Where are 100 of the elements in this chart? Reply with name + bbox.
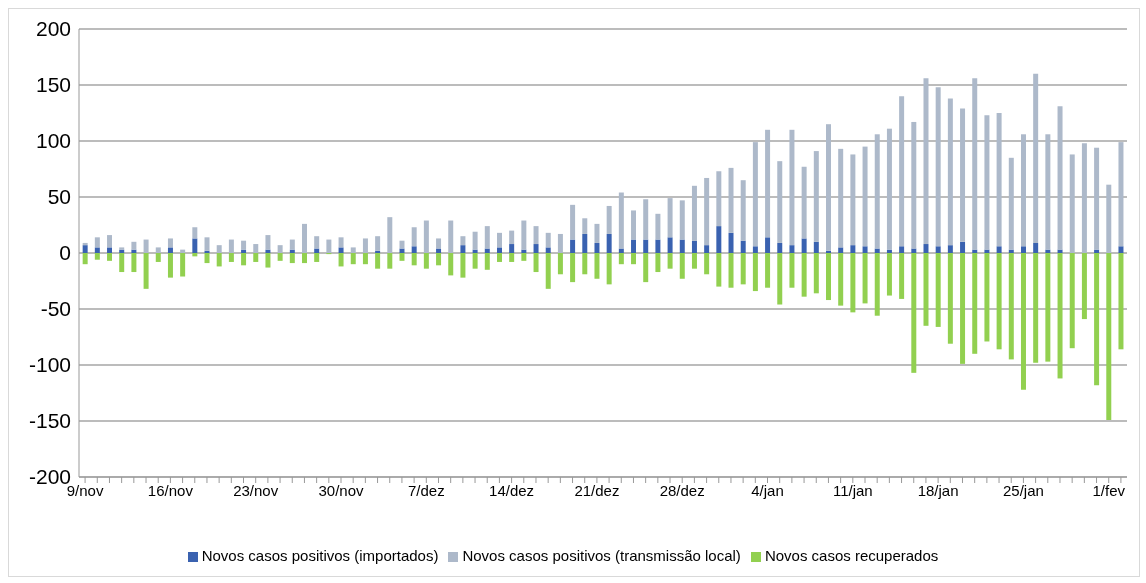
- bar: [899, 253, 905, 299]
- bar: [996, 113, 1002, 247]
- bar: [972, 253, 978, 354]
- bar: [496, 232, 502, 248]
- bar: [947, 253, 953, 344]
- bar: [496, 247, 502, 253]
- bar: [679, 200, 685, 240]
- bar: [838, 247, 844, 253]
- bar: [460, 236, 466, 246]
- bar: [204, 237, 210, 251]
- bar: [204, 250, 210, 253]
- bar: [972, 78, 978, 250]
- bar: [216, 253, 222, 267]
- y-tick-label: -50: [40, 297, 71, 321]
- bar: [387, 253, 393, 269]
- bar: [960, 108, 966, 242]
- bar: [911, 248, 917, 253]
- bar: [850, 253, 856, 313]
- x-tick-label: 30/nov: [318, 481, 365, 499]
- bar: [167, 247, 173, 253]
- bar: [204, 253, 210, 264]
- bar: [631, 253, 637, 265]
- bar: [545, 253, 551, 289]
- bar: [399, 253, 405, 261]
- bar: [826, 124, 831, 251]
- bar: [643, 199, 649, 240]
- bar: [484, 253, 490, 270]
- bar: [1094, 253, 1100, 386]
- bar: [411, 246, 417, 253]
- bar: [411, 227, 417, 247]
- bar: [423, 220, 429, 253]
- bar: [728, 232, 734, 253]
- bar: [94, 237, 100, 248]
- bar: [862, 246, 868, 253]
- bar: [618, 253, 624, 265]
- bar: [618, 192, 624, 249]
- bar: [484, 226, 490, 249]
- bar: [350, 247, 356, 253]
- bar: [557, 233, 563, 253]
- bar: [131, 241, 137, 250]
- bar: [350, 253, 356, 265]
- bar: [606, 233, 612, 253]
- bar: [777, 253, 783, 305]
- bar: [253, 244, 259, 253]
- bar: [509, 253, 515, 262]
- bar: [277, 245, 283, 253]
- x-tick-label: 23/nov: [233, 481, 279, 499]
- bar: [302, 253, 307, 264]
- bar: [1081, 253, 1087, 320]
- bar: [460, 245, 466, 253]
- bar: [667, 237, 673, 253]
- bar: [180, 253, 186, 277]
- bar: [375, 253, 381, 269]
- bar: [850, 245, 856, 253]
- bar: [984, 253, 990, 342]
- bar: [947, 245, 953, 253]
- bar: [935, 246, 941, 253]
- bar: [155, 247, 161, 253]
- bar: [399, 240, 405, 249]
- bar: [679, 253, 685, 279]
- bar: [143, 239, 149, 253]
- bar: [777, 161, 783, 243]
- y-tick-label: -100: [28, 353, 71, 377]
- bar: [509, 230, 515, 245]
- bar: [1094, 147, 1100, 250]
- x-tick-label: 4/jan: [751, 481, 784, 499]
- bar: [911, 121, 917, 249]
- bar: [1045, 253, 1051, 362]
- legend-label: Novos casos positivos (importados): [201, 547, 439, 564]
- bar: [886, 128, 892, 250]
- bar: [570, 239, 576, 253]
- bar: [1069, 154, 1075, 253]
- bar: [1057, 253, 1063, 379]
- bar: [387, 217, 393, 253]
- bar: [606, 205, 612, 234]
- bar: [740, 240, 746, 253]
- bar: [216, 245, 222, 253]
- bar: [241, 240, 247, 250]
- bar: [107, 253, 113, 261]
- bar: [874, 134, 880, 249]
- bar: [789, 129, 795, 246]
- bar: [423, 253, 429, 269]
- bar: [521, 253, 527, 261]
- bar: [375, 250, 381, 253]
- bar: [801, 253, 807, 297]
- bar: [436, 253, 442, 266]
- bar: [740, 253, 746, 285]
- bar: [411, 253, 417, 266]
- bar: [338, 247, 344, 253]
- bar: [241, 253, 247, 266]
- bar: [1081, 143, 1087, 253]
- bar: [131, 253, 137, 273]
- bar: [618, 248, 624, 253]
- bar: [362, 253, 368, 265]
- y-tick-label: 50: [47, 185, 71, 209]
- bar: [667, 253, 673, 269]
- bar: [911, 253, 917, 373]
- bar: [167, 253, 173, 278]
- bar: [167, 238, 173, 248]
- bar: [826, 253, 831, 301]
